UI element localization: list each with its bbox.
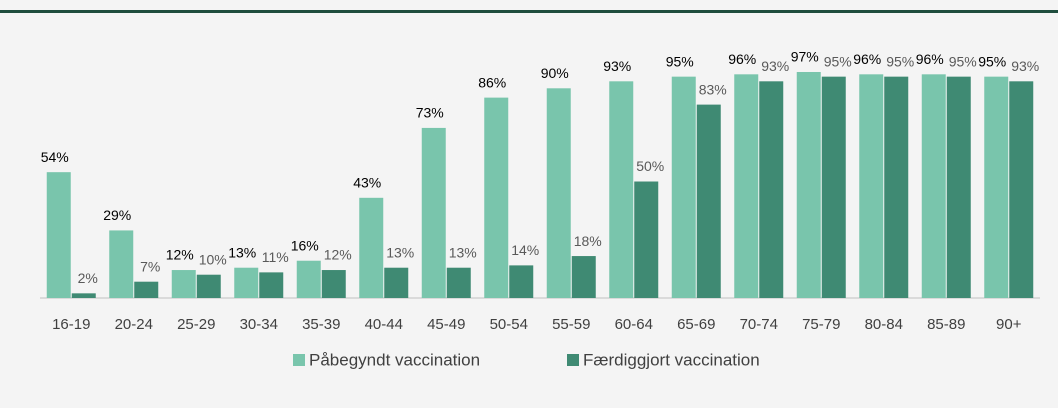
value-label: 86%	[478, 74, 506, 90]
value-label: 54%	[41, 149, 69, 165]
value-label: 43%	[353, 175, 381, 191]
value-label: 18%	[574, 233, 602, 249]
x-tick-label: 70-74	[740, 316, 778, 333]
value-label: 2%	[78, 270, 98, 286]
x-tick-label: 30-34	[240, 316, 278, 333]
bar	[671, 76, 696, 299]
x-tick-label: 40-44	[365, 316, 403, 333]
bar	[296, 260, 321, 298]
bar	[446, 267, 471, 298]
value-label: 93%	[603, 58, 631, 74]
bar	[134, 281, 159, 298]
bar	[921, 74, 946, 298]
value-label: 12%	[166, 247, 194, 263]
bar	[234, 267, 259, 298]
bar	[696, 104, 721, 298]
value-label: 7%	[140, 258, 160, 274]
value-label: 95%	[666, 53, 694, 69]
x-tick-label: 80-84	[865, 316, 903, 333]
value-label: 96%	[853, 51, 881, 67]
bar	[609, 81, 634, 298]
value-label: 95%	[824, 53, 852, 69]
bar	[384, 267, 409, 298]
bar	[484, 97, 509, 299]
bar	[509, 265, 534, 298]
value-label: 13%	[228, 244, 256, 260]
legend-swatch	[293, 354, 305, 366]
bar	[571, 256, 596, 298]
value-label: 95%	[949, 53, 977, 69]
value-label: 96%	[916, 51, 944, 67]
bar	[109, 230, 134, 298]
bar	[984, 76, 1009, 299]
x-tick-label: 65-69	[677, 316, 715, 333]
legend-label: Påbegyndt vaccination	[309, 350, 480, 369]
bar	[821, 76, 846, 299]
x-tick-label: 85-89	[927, 316, 965, 333]
value-label: 93%	[1011, 58, 1039, 74]
bar	[546, 88, 571, 298]
x-tick-label: 16-19	[52, 316, 90, 333]
x-tick-label: 45-49	[427, 316, 465, 333]
value-label: 83%	[699, 81, 727, 97]
bar	[946, 76, 971, 299]
bar	[321, 270, 346, 298]
bar	[734, 74, 759, 298]
bar	[859, 74, 884, 298]
value-label: 96%	[728, 51, 756, 67]
bar	[1009, 81, 1034, 298]
value-label: 73%	[416, 105, 444, 121]
bar	[359, 197, 384, 298]
value-label: 12%	[324, 247, 352, 263]
bar	[634, 181, 659, 298]
x-tick-label: 60-64	[615, 316, 653, 333]
x-tick-label: 35-39	[302, 316, 340, 333]
bar	[259, 272, 284, 298]
legend-swatch	[567, 354, 579, 366]
value-label: 93%	[761, 58, 789, 74]
bar	[759, 81, 784, 298]
value-label: 95%	[978, 53, 1006, 69]
top-rule	[0, 10, 1058, 13]
bar	[171, 270, 196, 298]
bar	[421, 127, 446, 298]
bar	[796, 71, 821, 299]
value-label: 13%	[449, 244, 477, 260]
bar	[196, 274, 221, 298]
bar	[71, 293, 96, 298]
value-label: 50%	[636, 158, 664, 174]
value-label: 16%	[291, 237, 319, 253]
value-label: 10%	[199, 251, 227, 267]
value-label: 13%	[386, 244, 414, 260]
value-label: 90%	[541, 65, 569, 81]
x-tick-label: 20-24	[115, 316, 153, 333]
value-label: 97%	[791, 49, 819, 65]
value-label: 14%	[511, 242, 539, 258]
x-tick-label: 75-79	[802, 316, 840, 333]
value-label: 11%	[262, 249, 289, 265]
bar	[884, 76, 909, 299]
bar	[46, 172, 71, 298]
legend-label: Færdiggjort vaccination	[583, 350, 760, 369]
value-label: 95%	[886, 53, 914, 69]
value-label: 29%	[103, 207, 131, 223]
x-tick-label: 25-29	[177, 316, 215, 333]
x-tick-label: 90+	[996, 316, 1022, 333]
x-tick-label: 55-59	[552, 316, 590, 333]
x-tick-label: 50-54	[490, 316, 528, 333]
